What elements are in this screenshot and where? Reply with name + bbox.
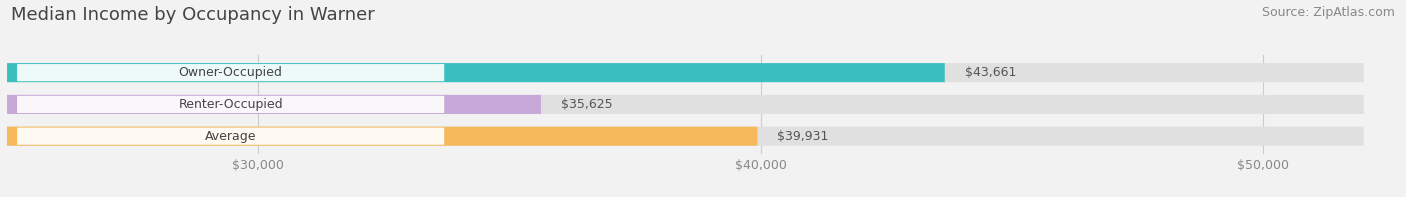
Text: Owner-Occupied: Owner-Occupied xyxy=(179,66,283,79)
Text: Median Income by Occupancy in Warner: Median Income by Occupancy in Warner xyxy=(11,6,375,24)
Text: Source: ZipAtlas.com: Source: ZipAtlas.com xyxy=(1261,6,1395,19)
FancyBboxPatch shape xyxy=(17,128,444,145)
FancyBboxPatch shape xyxy=(7,63,945,82)
FancyBboxPatch shape xyxy=(17,64,444,81)
Text: $39,931: $39,931 xyxy=(778,130,828,143)
Text: Renter-Occupied: Renter-Occupied xyxy=(179,98,283,111)
FancyBboxPatch shape xyxy=(7,95,541,114)
FancyBboxPatch shape xyxy=(17,96,444,113)
FancyBboxPatch shape xyxy=(7,63,1364,82)
FancyBboxPatch shape xyxy=(7,95,1364,114)
FancyBboxPatch shape xyxy=(7,127,1364,146)
FancyBboxPatch shape xyxy=(7,127,758,146)
Text: $43,661: $43,661 xyxy=(965,66,1017,79)
Text: $35,625: $35,625 xyxy=(561,98,613,111)
Text: Average: Average xyxy=(205,130,256,143)
